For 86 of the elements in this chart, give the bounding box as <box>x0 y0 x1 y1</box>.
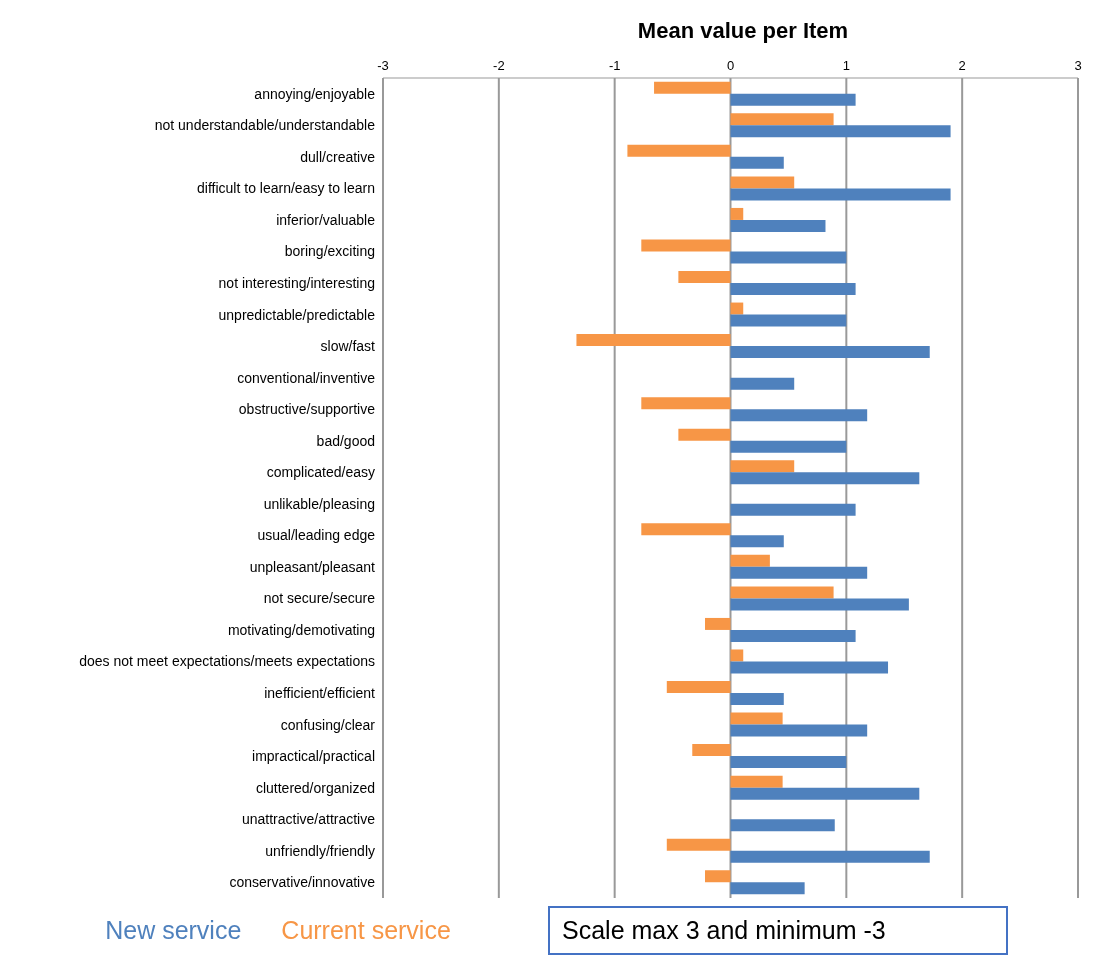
bar <box>641 397 731 410</box>
y-tick-label: boring/exciting <box>284 243 375 260</box>
bar <box>666 681 731 694</box>
y-tick-label: conventional/inventive <box>237 369 376 386</box>
y-tick-label: usual/leading edge <box>257 527 376 544</box>
bar <box>730 156 784 169</box>
bar <box>730 188 951 201</box>
text: Scale max 3 and minimum -3 <box>548 906 1008 955</box>
x-tick-label: -1 <box>608 58 621 73</box>
x-tick-label: 3 <box>1074 58 1082 73</box>
bar <box>730 93 856 106</box>
y-tick-label: unattractive/attractive <box>241 811 376 828</box>
bar <box>730 314 847 327</box>
bar <box>730 819 835 832</box>
chart-title: Mean value per Item <box>636 18 850 45</box>
y-tick-label: unpleasant/pleasant <box>249 558 376 575</box>
y-tick-label: confusing/clear <box>280 716 376 733</box>
x-tick-label: 0 <box>726 58 735 73</box>
y-tick-label: complicated/easy <box>266 464 375 481</box>
bar <box>730 586 834 599</box>
x-tick-label: 2 <box>958 58 966 73</box>
bar <box>730 409 868 422</box>
bar <box>730 850 930 863</box>
bar <box>627 144 731 157</box>
y-tick-label: slow/fast <box>320 338 376 355</box>
y-tick-label: unlikable/pleasing <box>263 495 375 512</box>
y-tick-label: does not meet expectations/meets expectations <box>79 653 375 670</box>
text: Current service <box>281 916 451 945</box>
y-tick-label: not interesting/interesting <box>218 274 375 291</box>
y-tick-label: motivating/demotivating <box>227 621 375 638</box>
y-tick-label: inferior/valuable <box>276 211 376 228</box>
bar <box>730 787 920 800</box>
y-tick-label: dull/creative <box>300 148 376 165</box>
x-tick-label: -2 <box>493 58 505 73</box>
bar <box>730 125 951 138</box>
bar <box>730 649 744 662</box>
bar <box>730 460 795 473</box>
bar <box>730 661 889 674</box>
text: New service <box>105 916 242 945</box>
bar <box>678 271 731 284</box>
bar <box>730 113 834 126</box>
bar <box>705 870 731 883</box>
bar <box>678 428 731 441</box>
bar <box>705 617 731 630</box>
bar <box>730 176 795 189</box>
bar <box>576 334 731 347</box>
bar <box>730 207 744 220</box>
bar <box>730 302 744 315</box>
bar <box>730 377 795 390</box>
x-tick-label: -3 <box>377 58 389 73</box>
bar <box>730 535 784 548</box>
bar <box>730 503 856 516</box>
x-tick-label: 1 <box>842 58 850 73</box>
bar <box>730 472 920 485</box>
y-tick-label: conservative/innovative <box>229 874 376 891</box>
bar <box>692 744 731 757</box>
bar <box>730 756 847 769</box>
y-tick-label: not secure/secure <box>263 590 376 607</box>
bar <box>730 440 847 453</box>
bar <box>641 239 731 252</box>
bar <box>730 219 826 232</box>
y-tick-label: unpredictable/predictable <box>218 306 376 323</box>
y-tick-label: unfriendly/friendly <box>265 842 375 859</box>
y-tick-label: annoying/enjoyable <box>254 85 376 102</box>
bar <box>641 523 731 536</box>
y-tick-label: difficult to learn/easy to learn <box>197 180 375 197</box>
bar <box>730 775 783 788</box>
bar <box>730 629 856 642</box>
y-tick-label: bad/good <box>316 432 375 449</box>
bar <box>730 712 783 725</box>
bar <box>730 724 868 737</box>
bar <box>666 838 731 851</box>
bar <box>730 554 770 567</box>
y-tick-label: not understandable/understandable <box>154 117 376 134</box>
bar <box>730 598 909 611</box>
bar <box>730 882 805 895</box>
bar <box>730 346 930 359</box>
bar <box>730 251 847 264</box>
y-tick-label: cluttered/organized <box>255 779 375 796</box>
y-tick-label: inefficient/efficient <box>264 684 376 701</box>
bar <box>730 566 868 579</box>
y-tick-label: obstructive/supportive <box>238 401 376 418</box>
bar <box>730 283 856 296</box>
bar <box>730 693 784 706</box>
y-tick-label: impractical/practical <box>252 748 375 765</box>
bar <box>654 81 731 94</box>
